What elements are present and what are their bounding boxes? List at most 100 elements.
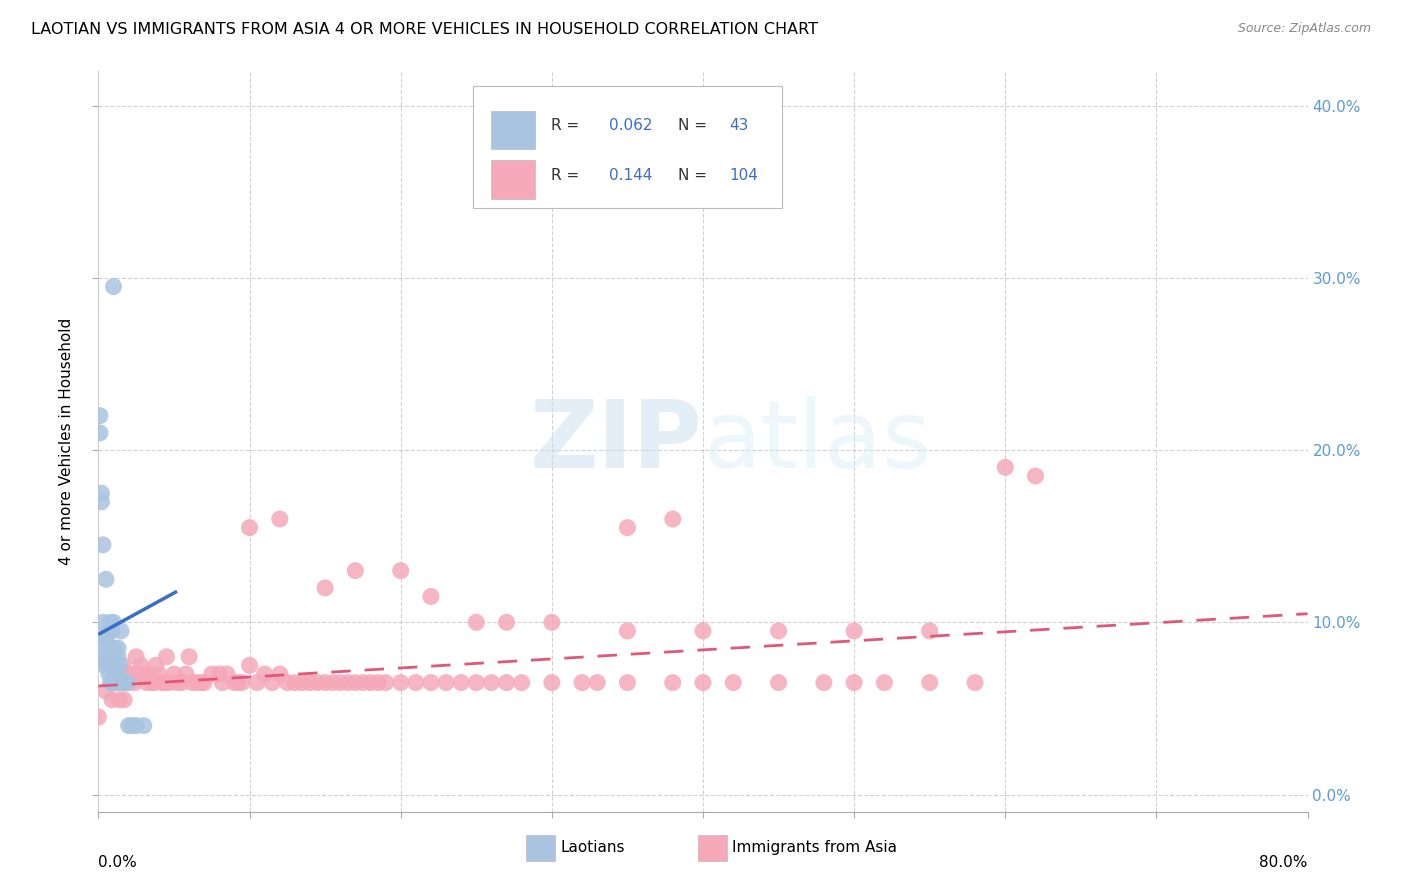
Point: [143, 675, 166, 690]
Point: [150, 675, 173, 690]
Point: [465, 615, 488, 630]
Point: [540, 615, 562, 630]
Point: [159, 675, 181, 690]
Point: [170, 675, 193, 690]
Point: [94, 632, 117, 647]
Text: R =: R =: [551, 118, 583, 133]
Point: [100, 675, 122, 690]
FancyBboxPatch shape: [492, 161, 534, 199]
Point: [215, 667, 238, 681]
Point: [284, 675, 307, 690]
Point: [121, 718, 143, 732]
Point: [434, 675, 457, 690]
Point: [145, 658, 167, 673]
Point: [91, 615, 114, 630]
Point: [723, 675, 745, 690]
Point: [103, 641, 125, 656]
Point: [262, 675, 284, 690]
Point: [692, 624, 714, 638]
Point: [148, 667, 170, 681]
Point: [125, 649, 148, 664]
Point: [389, 564, 412, 578]
Point: [108, 658, 131, 673]
Text: Laotians: Laotians: [561, 840, 624, 855]
Point: [181, 675, 204, 690]
Point: [307, 675, 329, 690]
Point: [153, 675, 176, 690]
Text: 43: 43: [730, 118, 749, 133]
Point: [93, 632, 115, 647]
FancyBboxPatch shape: [492, 111, 534, 149]
Text: Immigrants from Asia: Immigrants from Asia: [733, 840, 897, 855]
Text: 0.0%: 0.0%: [98, 855, 138, 870]
Text: 0.062: 0.062: [609, 118, 652, 133]
Point: [231, 675, 253, 690]
Point: [768, 675, 790, 690]
Point: [174, 667, 197, 681]
Text: N =: N =: [678, 118, 707, 133]
Point: [314, 675, 336, 690]
Point: [98, 641, 121, 656]
Point: [118, 718, 141, 732]
Point: [186, 675, 208, 690]
Point: [96, 624, 118, 638]
Point: [367, 675, 389, 690]
Point: [93, 658, 115, 673]
Point: [616, 521, 638, 535]
Point: [94, 684, 117, 698]
Text: Source: ZipAtlas.com: Source: ZipAtlas.com: [1237, 22, 1371, 36]
Point: [96, 658, 118, 673]
Point: [344, 675, 367, 690]
Point: [98, 667, 121, 681]
Point: [89, 425, 111, 440]
Point: [190, 675, 212, 690]
Point: [132, 667, 155, 681]
Point: [124, 675, 146, 690]
Point: [114, 675, 136, 690]
Text: 104: 104: [730, 168, 758, 183]
Point: [314, 581, 336, 595]
Point: [336, 675, 359, 690]
Point: [111, 675, 134, 690]
Point: [239, 521, 262, 535]
Point: [129, 658, 152, 673]
Point: [616, 675, 638, 690]
Point: [540, 675, 562, 690]
FancyBboxPatch shape: [526, 836, 555, 861]
Point: [616, 624, 638, 638]
Point: [692, 675, 714, 690]
Point: [101, 624, 124, 638]
Text: R =: R =: [551, 168, 583, 183]
FancyBboxPatch shape: [699, 836, 727, 861]
Point: [1024, 469, 1046, 483]
Point: [246, 675, 269, 690]
Point: [104, 675, 127, 690]
Point: [918, 624, 941, 638]
Point: [965, 675, 987, 690]
Point: [193, 675, 215, 690]
Point: [114, 675, 136, 690]
Point: [101, 675, 124, 690]
Point: [94, 649, 117, 664]
Point: [329, 675, 352, 690]
Point: [110, 624, 132, 638]
Point: [103, 649, 125, 664]
Point: [105, 667, 128, 681]
Text: LAOTIAN VS IMMIGRANTS FROM ASIA 4 OR MORE VEHICLES IN HOUSEHOLD CORRELATION CHAR: LAOTIAN VS IMMIGRANTS FROM ASIA 4 OR MOR…: [31, 22, 818, 37]
Point: [179, 649, 201, 664]
Point: [239, 658, 262, 673]
Point: [873, 675, 896, 690]
Point: [360, 675, 382, 690]
Point: [94, 572, 117, 586]
Point: [420, 590, 443, 604]
Point: [110, 675, 132, 690]
Point: [107, 649, 129, 664]
Point: [405, 675, 427, 690]
Point: [132, 718, 155, 732]
Point: [420, 675, 443, 690]
Text: 0.144: 0.144: [609, 168, 652, 183]
Text: 80.0%: 80.0%: [1260, 855, 1308, 870]
Point: [269, 667, 291, 681]
FancyBboxPatch shape: [474, 87, 782, 209]
Point: [374, 675, 396, 690]
